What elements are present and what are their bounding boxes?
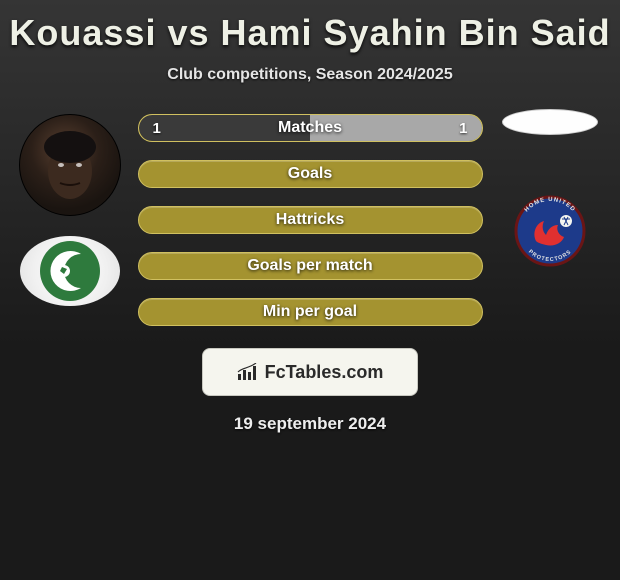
matches-left-value: 1 (153, 120, 161, 137)
stat-bar-matches: 1 Matches 1 (138, 114, 483, 142)
goals-label: Goals (288, 165, 332, 183)
infographic-container: Kouassi vs Hami Syahin Bin Said Club com… (0, 0, 620, 434)
bar-chart-icon (237, 363, 259, 381)
player-photo-kouassi (19, 114, 121, 216)
date-text: 19 september 2024 (234, 414, 386, 434)
stats-column: 1 Matches 1 Goals Hattricks Goals per ma… (138, 114, 483, 326)
stat-bar-hattricks: Hattricks (138, 206, 483, 234)
club-green-crescent-icon (39, 240, 101, 302)
gpm-label: Goals per match (247, 257, 372, 275)
watermark-text: FcTables.com (265, 362, 384, 383)
matches-label: Matches (278, 119, 342, 137)
watermark-badge: FcTables.com (202, 348, 418, 396)
matches-right-value: 1 (459, 120, 467, 137)
subtitle: Club competitions, Season 2024/2025 (167, 66, 452, 84)
hattricks-label: Hattricks (276, 211, 344, 229)
player-photo-blank (502, 109, 598, 135)
club-home-united-icon: HOME UNITED PROTECTORS (502, 195, 598, 267)
left-column (10, 114, 130, 306)
page-title: Kouassi vs Hami Syahin Bin Said (9, 12, 610, 54)
stat-bar-gpm: Goals per match (138, 252, 483, 280)
stat-bar-goals: Goals (138, 160, 483, 188)
club-badge-left (20, 236, 120, 306)
mpg-label: Min per goal (263, 303, 357, 321)
face-icon (30, 125, 110, 205)
right-column: HOME UNITED PROTECTORS (490, 114, 610, 267)
stat-bar-mpg: Min per goal (138, 298, 483, 326)
main-row: 1 Matches 1 Goals Hattricks Goals per ma… (0, 114, 620, 326)
club-badge-right: HOME UNITED PROTECTORS (501, 195, 599, 267)
